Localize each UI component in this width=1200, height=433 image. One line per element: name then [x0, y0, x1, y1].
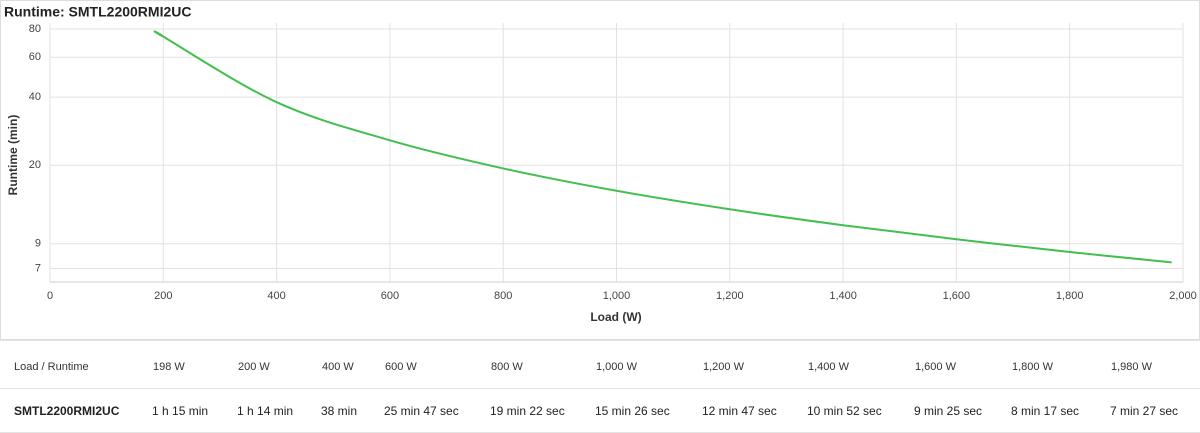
table-cell: 25 min 47 sec	[384, 404, 459, 418]
table-cell: 800 W	[491, 361, 523, 373]
table-cell: 198 W	[153, 361, 185, 373]
table-cell: 600 W	[385, 361, 417, 373]
chart: Runtime: SMTL2200RMI2UC Load (W) Runtime…	[0, 0, 1200, 340]
x-tick-label: 1,400	[829, 290, 857, 302]
x-tick-label: 1,800	[1056, 290, 1084, 302]
x-tick-label: 2,000	[1169, 290, 1197, 302]
table-cell: 1,000 W	[596, 361, 637, 373]
x-tick-label: 1,000	[603, 290, 631, 302]
x-tick-label: 800	[494, 290, 512, 302]
table-cell: 10 min 52 sec	[807, 404, 882, 418]
x-tick-label: 200	[154, 290, 172, 302]
table-cell: 1,600 W	[915, 361, 956, 373]
table-cell: 12 min 47 sec	[702, 404, 777, 418]
chart-frame	[0, 0, 1200, 340]
table-cell: Load / Runtime	[14, 361, 89, 373]
y-tick-label: 20	[29, 159, 41, 171]
table-cell: SMTL2200RMI2UC	[14, 404, 120, 418]
y-tick-label: 7	[35, 262, 41, 274]
table-cell: 1,980 W	[1111, 361, 1152, 373]
x-axis-label: Load (W)	[590, 310, 641, 324]
table-cell: 1,200 W	[703, 361, 744, 373]
table-cell: 7 min 27 sec	[1110, 404, 1179, 418]
x-tick-label: 400	[267, 290, 285, 302]
y-axis-label: Runtime (min)	[6, 115, 20, 196]
table-cell: 1 h 14 min	[237, 404, 294, 418]
chart-title: Runtime: SMTL2200RMI2UC	[4, 4, 191, 20]
x-tick-label: 1,200	[716, 290, 744, 302]
table-cell: 8 min 17 sec	[1011, 404, 1080, 418]
table-cell: 200 W	[238, 361, 270, 373]
runtime-line	[153, 30, 1172, 264]
y-tick-label: 40	[29, 91, 41, 103]
table-cell: 19 min 22 sec	[490, 404, 565, 418]
table-cell: 1,800 W	[1012, 361, 1053, 373]
x-tick-label: 600	[381, 290, 399, 302]
table-cell: 1,400 W	[808, 361, 849, 373]
table-cell: 38 min	[321, 404, 358, 418]
row-separator	[0, 388, 1200, 389]
y-tick-label: 9	[35, 238, 41, 250]
x-tick-label: 1,600	[943, 290, 971, 302]
y-tick-label: 80	[29, 23, 41, 35]
x-tick-label: 0	[47, 290, 53, 302]
y-tick-label: 60	[29, 51, 41, 63]
table-cell: 400 W	[322, 361, 354, 373]
table-cell: 15 min 26 sec	[595, 404, 670, 418]
table-cell: 1 h 15 min	[152, 404, 209, 418]
row-separator	[0, 340, 1200, 341]
table-cell: 9 min 25 sec	[914, 404, 983, 418]
